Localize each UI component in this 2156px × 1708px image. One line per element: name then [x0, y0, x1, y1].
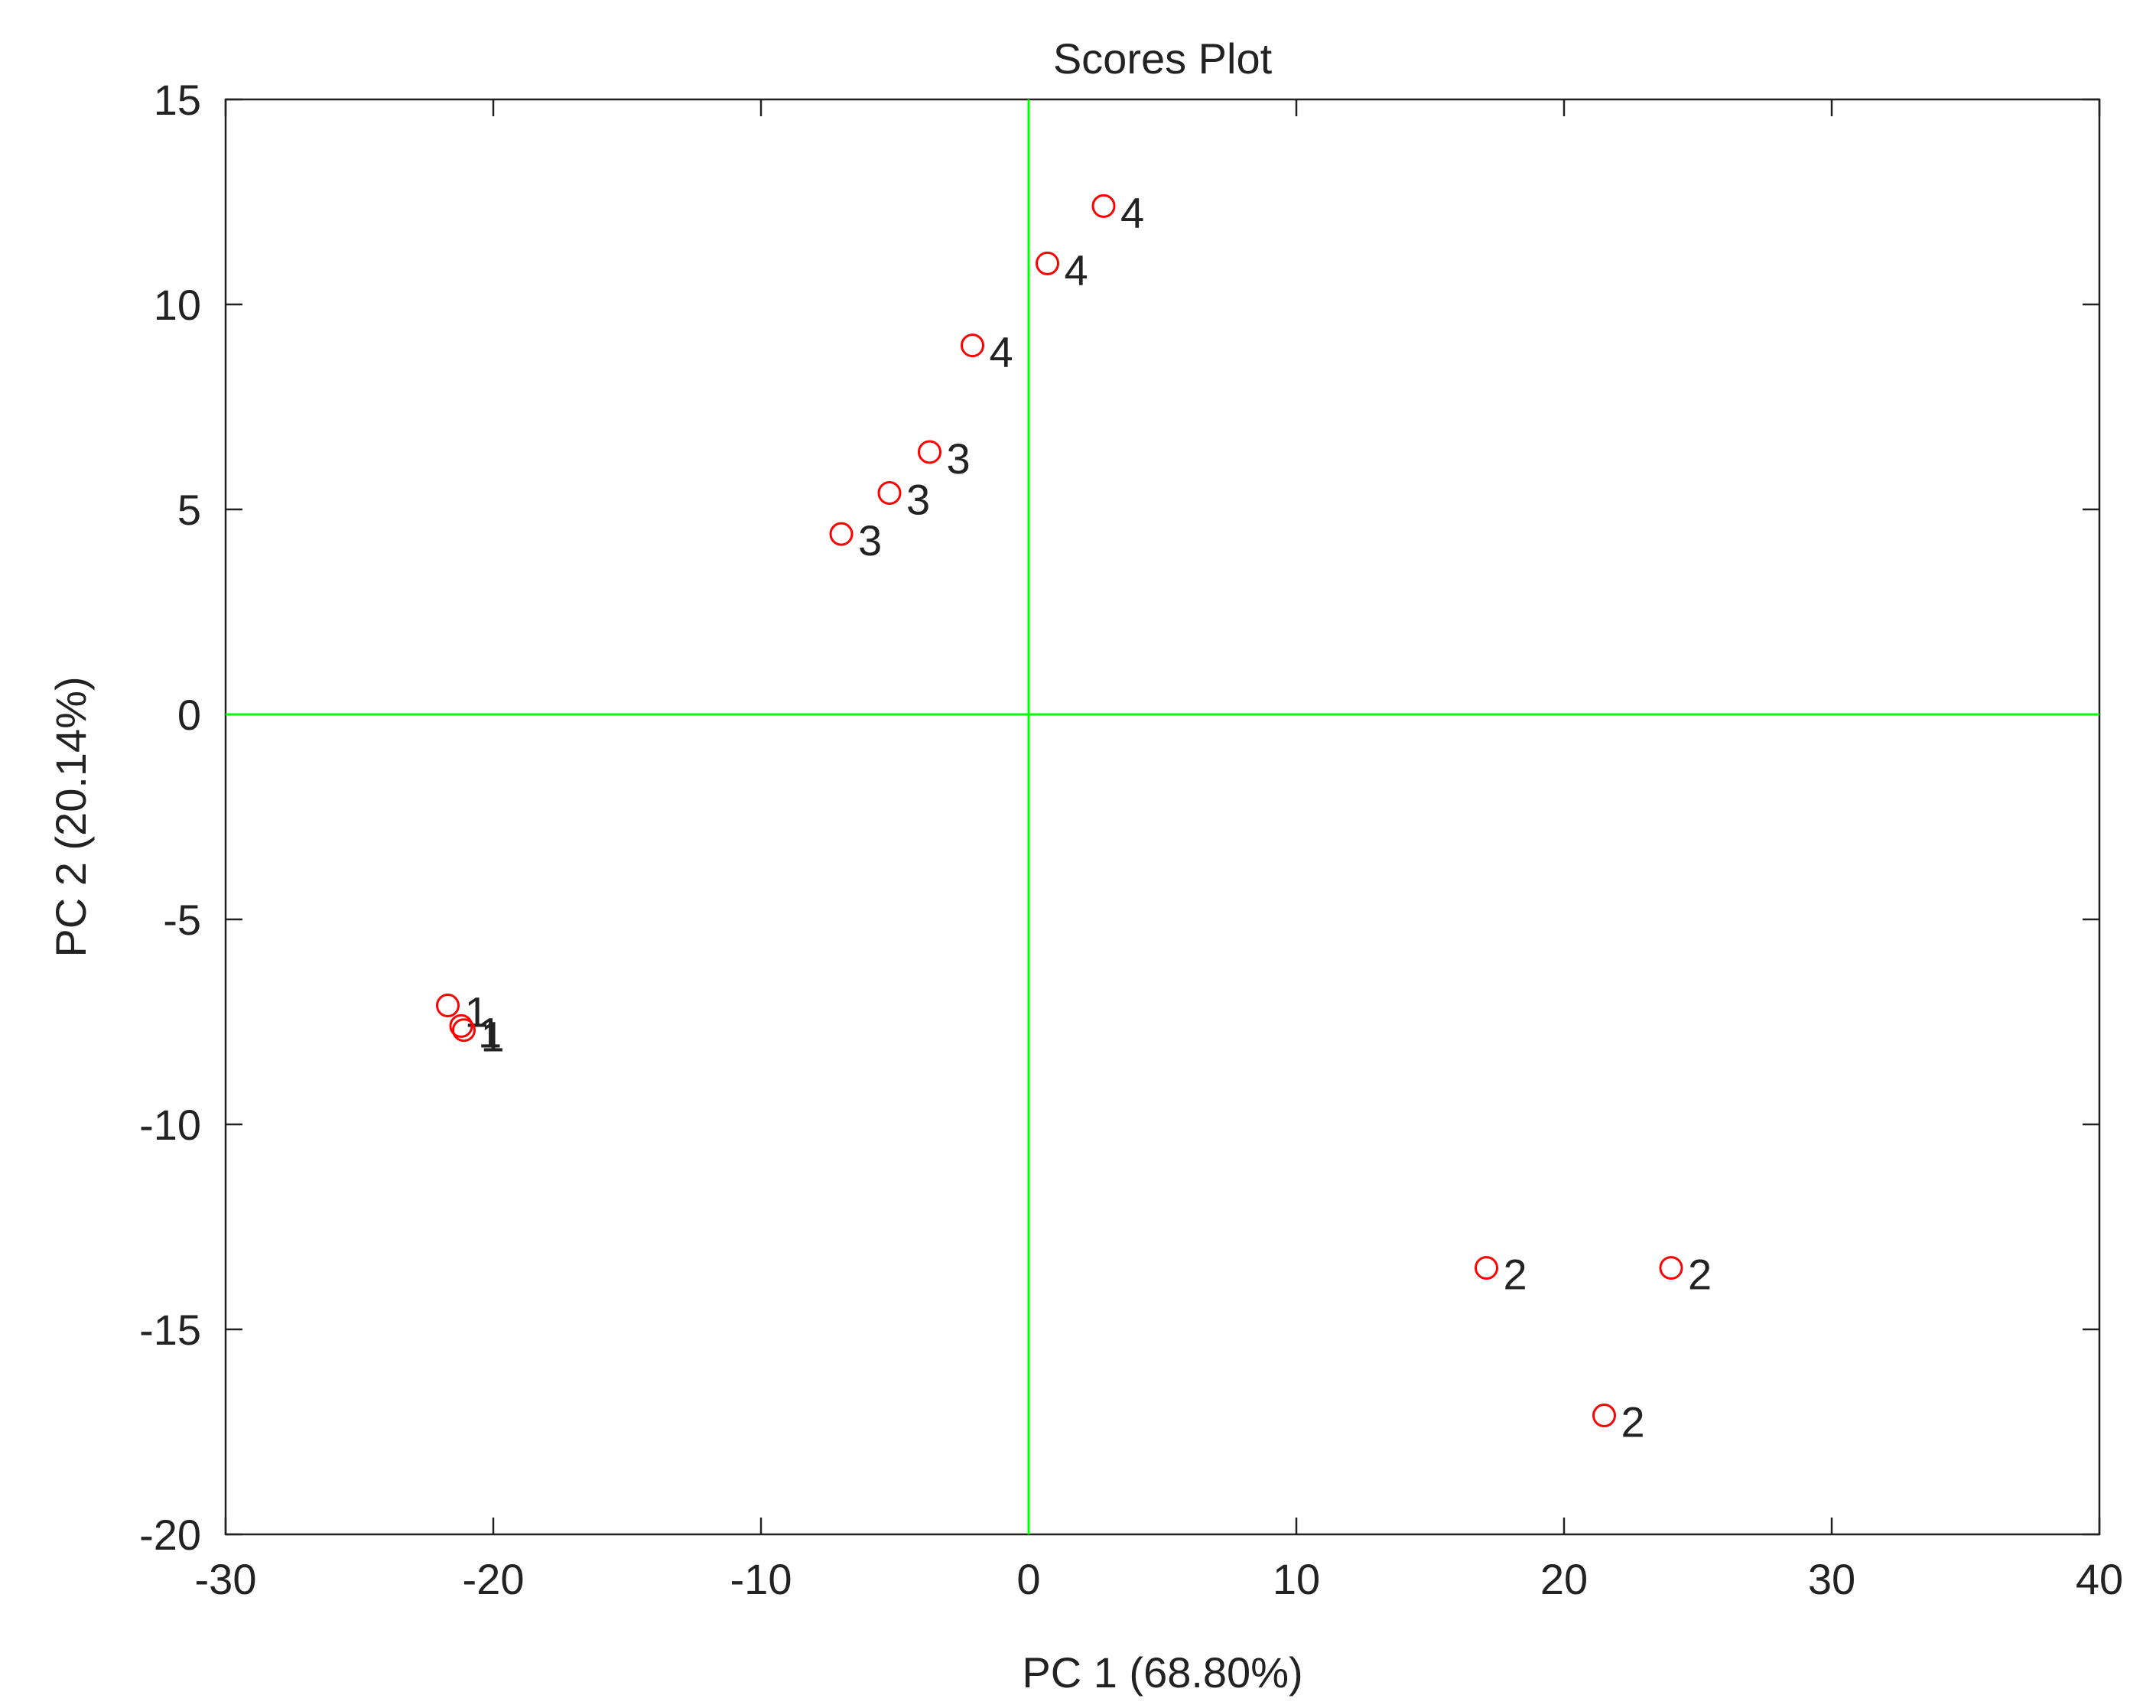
- x-tick-label: 10: [1273, 1555, 1320, 1603]
- x-axis-label: PC 1 (68.80%): [1022, 1648, 1302, 1697]
- point: [1091, 194, 1116, 218]
- point-label: 1: [478, 1008, 502, 1056]
- point: [449, 1013, 473, 1038]
- point: [1592, 1404, 1616, 1428]
- chart-title: Scores Plot: [1053, 34, 1273, 83]
- y-tick-label: 0: [177, 691, 201, 739]
- point: [918, 440, 941, 464]
- x-tick-label: -30: [195, 1555, 257, 1603]
- y-tick-label: -15: [139, 1306, 201, 1354]
- point-label: 2: [1621, 1398, 1645, 1446]
- point: [1475, 1256, 1498, 1280]
- point-label: 3: [947, 434, 971, 483]
- y-tick-label: -10: [139, 1101, 201, 1149]
- plot-frame: [224, 98, 2101, 1536]
- y-axis-label: PC 2 (20.14%): [47, 676, 95, 957]
- x-tick-label: 30: [1808, 1555, 1855, 1603]
- y-tick-label: -20: [139, 1511, 201, 1559]
- point-label: 2: [1688, 1251, 1712, 1299]
- x-tick-label: 40: [2076, 1555, 2123, 1603]
- y-tick-label: -5: [163, 896, 201, 944]
- point: [1659, 1256, 1683, 1280]
- point: [829, 522, 854, 546]
- x-tick-label: -10: [730, 1555, 792, 1603]
- x-tick-label: -20: [463, 1555, 525, 1603]
- y-tick-label: 15: [154, 76, 201, 124]
- point-label: 4: [1065, 246, 1088, 294]
- x-tick-label: 20: [1540, 1555, 1588, 1603]
- point-label: 3: [858, 516, 882, 564]
- point-label: 4: [990, 328, 1013, 376]
- point: [877, 481, 902, 506]
- point-label: 1: [465, 988, 489, 1036]
- point: [452, 1018, 476, 1043]
- point: [1036, 251, 1059, 275]
- point-label: 2: [1504, 1251, 1527, 1299]
- point: [436, 994, 460, 1018]
- point: [961, 333, 984, 358]
- x-tick-label: 0: [1016, 1555, 1040, 1603]
- y-tick-label: 5: [177, 486, 201, 534]
- point-label: 3: [906, 476, 930, 524]
- point-label: 4: [1120, 188, 1144, 236]
- point-label: 1: [481, 1013, 505, 1061]
- y-tick-label: 10: [154, 281, 201, 329]
